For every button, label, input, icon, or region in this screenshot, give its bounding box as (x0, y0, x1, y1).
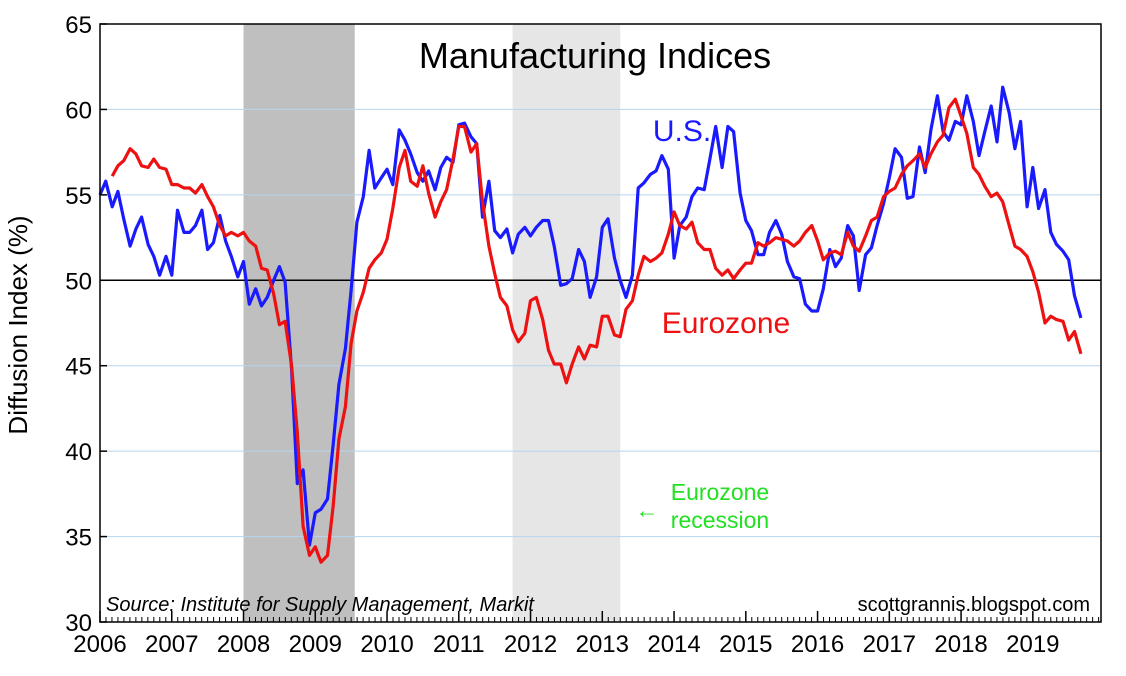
y-tick-label: 50 (65, 268, 92, 295)
x-tick-label: 2016 (791, 631, 844, 658)
series-line-us (98, 85, 1083, 547)
annotation-line-2: recession (671, 507, 769, 533)
eurozone-recession-annotation: Eurozone recession ← (636, 479, 770, 533)
y-tick-label: 45 (65, 354, 92, 381)
x-tick-label: 2017 (863, 631, 916, 658)
y-tick-label: 40 (65, 439, 92, 466)
y-tick-label: 35 (65, 525, 92, 552)
x-tick-label: 2015 (719, 631, 772, 658)
x-axis: 2006 2007 2008 2009 2010 2011 2012 2013 2014 2015… (73, 611, 1100, 658)
x-tick-label: 2019 (1006, 631, 1059, 658)
x-tick-label: 2013 (576, 631, 629, 658)
shaded-period-1 (243, 24, 355, 622)
x-tick-label: 2006 (73, 631, 126, 658)
x-tick-label: 2010 (360, 631, 413, 658)
x-tick-label: 2009 (289, 631, 342, 658)
annotation-line-1: Eurozone (671, 479, 769, 505)
y-tick-label: 30 (65, 610, 92, 637)
annotation-arrow-icon: ← (636, 497, 659, 523)
series-line-eurozone (110, 97, 1083, 564)
x-tick-label: 2011 (433, 631, 485, 658)
x-tick-label: 2007 (145, 631, 198, 658)
x-tick-label: 2018 (934, 631, 987, 658)
y-axis: 30 35 40 45 50 55 60 65 (65, 12, 107, 637)
y-tick-label: 55 (65, 183, 92, 210)
y-axis-label: Diffusion Index (%) (3, 215, 33, 434)
x-tick-label: 2008 (217, 631, 270, 658)
series-label-us: U.S. (653, 115, 711, 148)
x-tick-label: 2014 (647, 631, 700, 658)
series-lines (98, 85, 1083, 564)
source-note: Source: Institute for Supply Management,… (106, 594, 535, 616)
y-tick-label: 60 (65, 97, 92, 124)
x-tick-label: 2012 (504, 631, 557, 658)
series-label-eurozone: Eurozone (662, 307, 790, 340)
shaded-period-2 (512, 24, 621, 622)
plot-frame (99, 23, 1102, 623)
chart-title: Manufacturing Indices (419, 35, 771, 76)
credit-note: scottgrannis.blogspot.com (858, 594, 1090, 616)
y-tick-label: 65 (65, 12, 92, 39)
